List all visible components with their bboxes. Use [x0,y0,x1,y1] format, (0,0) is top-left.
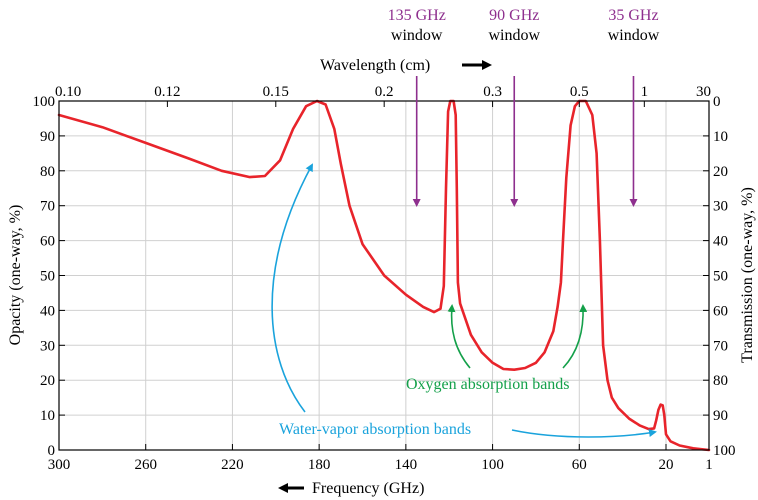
wavelength-tick-label: 30 [696,84,711,100]
grid [58,100,710,451]
water-vapor-arrow-1 [271,163,313,413]
x-tick-label: 140 [395,457,418,473]
y2-tick-label: 60 [713,303,728,319]
y-tick-label: 90 [40,129,55,145]
x-tick-label: 260 [134,457,157,473]
y-tick-label: 20 [40,373,55,389]
y-tick-label: 60 [40,234,55,250]
wavelength-tick-label: 0.2 [375,84,394,100]
window-word-label: window [488,27,540,44]
y2-tick-label: 30 [713,199,728,215]
y-tick-label: 70 [40,199,55,215]
y-tick-label: 80 [40,164,55,180]
oxygen-arrow-1 [447,304,471,369]
x-tick-label: 220 [221,457,244,473]
oxygen-label: Oxygen absorption bands [406,376,570,393]
wavelength-tick-label: 0.15 [263,84,289,100]
y2-tick-label: 100 [713,443,736,459]
x-tick-label: 180 [308,457,331,473]
y2-tick-label: 80 [713,373,728,389]
wavelength-axis-title: Wavelength (cm) [320,57,430,74]
y2-tick-label: 50 [713,269,728,285]
y-tick-label: 30 [40,338,55,354]
y2-tick-label: 0 [713,94,721,110]
y-tick-label: 0 [48,443,56,459]
window-frequency-label: 35 GHz [608,7,658,24]
water-vapor-label: Water-vapor absorption bands [279,421,471,438]
y-tick-label: 100 [33,94,56,110]
y2-tick-label: 10 [713,129,728,145]
x-tick-label: 100 [481,457,504,473]
y-tick-label: 40 [40,303,55,319]
y2-tick-label: 70 [713,338,728,354]
y2-tick-label: 40 [713,234,728,250]
y-tick-label: 10 [40,408,55,424]
y2-tick-label: 90 [713,408,728,424]
window-frequency-label: 90 GHz [489,7,539,24]
wavelength-tick-label: 0.10 [55,84,81,100]
x-tick-label: 300 [48,457,71,473]
opacity-series-line [57,99,711,452]
x-tick-label: 60 [572,457,587,473]
x-tick-label: 20 [659,457,674,473]
wavelength-title-arrowhead [482,60,492,70]
oxygen-arrow-2 [562,304,588,369]
x-axis-title-arrowhead [278,483,288,493]
window-frequency-label: 135 GHz [388,7,446,24]
wavelength-tick-label: 0.3 [483,84,502,100]
x-axis-title: Frequency (GHz) [312,480,424,497]
series-layer [57,99,711,452]
wavelength-tick-label: 1 [641,84,649,100]
y2-axis-title: Transmission (one-way, %) [739,187,756,363]
wavelength-tick-label: 0.12 [154,84,180,100]
window-annotations: 135 GHz window 90 GHz window 35 GHz window [388,7,660,207]
y2-tick-label: 20 [713,164,728,180]
water-vapor-arrow-2 [511,429,657,438]
x-tick-label: 1 [705,457,713,473]
wavelength-tick-label: 0.5 [570,84,589,100]
y-tick-label: 50 [40,269,55,285]
tick-layer [58,100,710,451]
window-word-label: window [391,27,443,44]
window-word-label: window [608,27,660,44]
y-axis-title: Opacity (one-way, %) [7,205,24,346]
